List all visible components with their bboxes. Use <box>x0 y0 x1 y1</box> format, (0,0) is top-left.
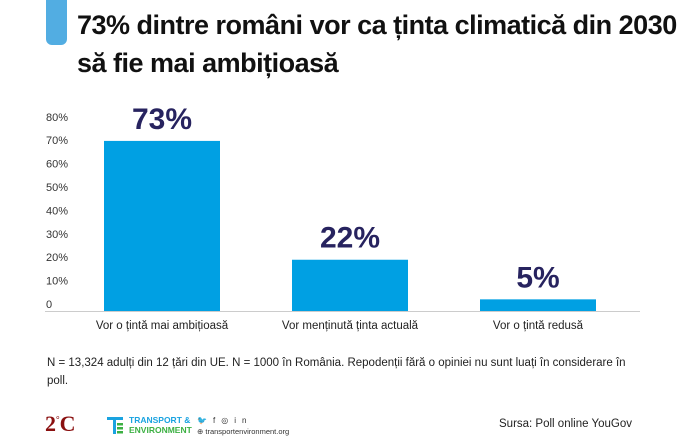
website-text: transportenvironment.org <box>205 427 290 436</box>
x-category-label: Vor menținută ținta actuală <box>282 320 419 332</box>
website[interactable]: ⊕ transportenvironment.org <box>197 427 290 436</box>
bar <box>292 259 408 311</box>
y-tick-label: 70% <box>46 135 68 147</box>
bar-chart: 0 10% 20% 30% 40% 50% 60% 70% 80% 73% Vor o țintă … <box>45 103 640 332</box>
chart-title: 73% dintre români vor ca ținta climatică… <box>77 10 677 78</box>
y-tick-label: 0 <box>46 299 52 311</box>
data-label: 73% <box>132 103 192 136</box>
bar <box>104 140 220 311</box>
te-line2: ENVIRONMENT <box>129 425 192 435</box>
data-label: 22% <box>320 222 380 255</box>
y-tick-label: 60% <box>46 159 68 171</box>
linkedin-icon[interactable]: in <box>234 416 253 425</box>
logo-2c: 2°C <box>45 411 76 436</box>
facebook-icon[interactable]: f <box>212 416 222 425</box>
bar <box>480 299 596 311</box>
y-tick-label: 20% <box>46 252 68 264</box>
y-tick-label: 30% <box>46 229 68 241</box>
te-line1: TRANSPORT & <box>129 415 191 425</box>
te-logo-icon <box>107 417 123 434</box>
instagram-icon[interactable]: ◎ <box>221 416 235 425</box>
footnote: N = 13,324 adulți din 12 țări din UE. N … <box>47 357 626 387</box>
accent-bar <box>46 0 67 45</box>
x-category-label: Vor o țintă redusă <box>493 320 584 332</box>
twitter-icon[interactable]: 🐦 <box>197 416 213 425</box>
x-category-label: Vor o țintă mai ambițioasă <box>96 320 229 332</box>
y-tick-label: 80% <box>46 112 68 124</box>
te-logo-text: TRANSPORT & ENVIRONMENT <box>129 415 192 435</box>
data-label: 5% <box>516 261 559 294</box>
y-tick-label: 50% <box>46 182 68 194</box>
y-tick-label: 10% <box>46 276 68 288</box>
social-icons: 🐦f◎in <box>197 416 252 425</box>
source: Sursa: Poll online YouGov <box>499 418 632 430</box>
y-tick-label: 40% <box>46 205 68 217</box>
